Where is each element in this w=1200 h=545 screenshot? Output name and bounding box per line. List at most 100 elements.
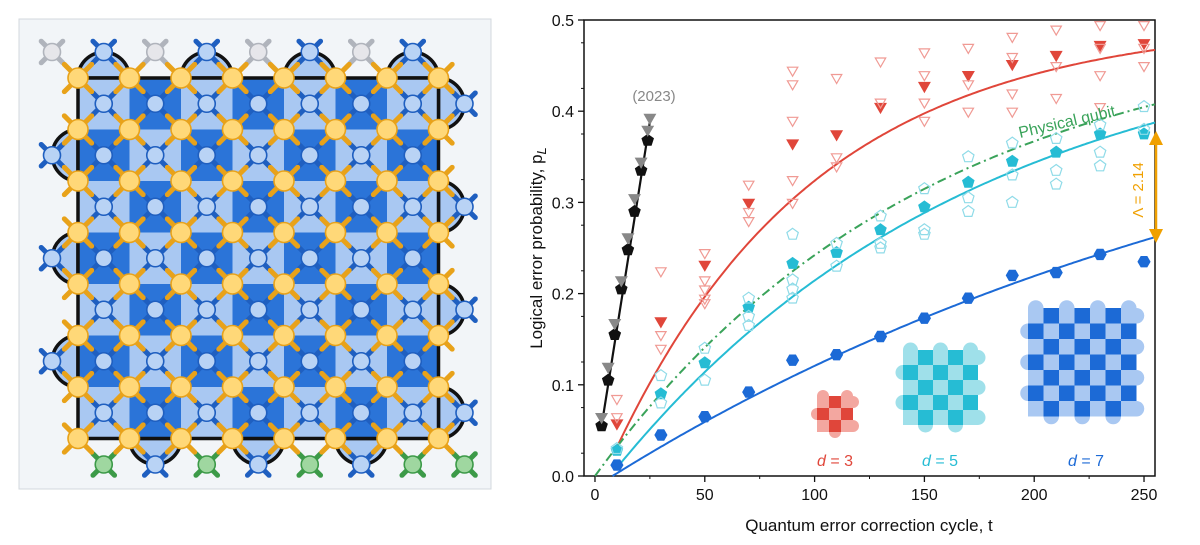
legend-patch-bump [811,408,817,420]
legend-patch-cell [948,365,963,380]
data-markers [595,21,1151,471]
data-qubit [113,422,146,455]
measure-qubit [399,347,427,375]
data-qubit [216,61,249,95]
data-point [1049,177,1063,190]
data-point [786,80,799,91]
x-tick-label: 100 [801,487,828,504]
legend-patch-cell [918,395,933,410]
legend-patch-cell [1028,370,1044,386]
data-point [698,373,712,386]
data-point [1093,118,1107,131]
qubit-dot [300,248,320,268]
qubit-dot [351,42,371,62]
data-point [786,176,799,187]
qubit-dot [324,376,347,398]
legend-patch-cell [1043,385,1059,401]
qubit-dot [351,248,371,268]
qubit-dot [170,427,192,450]
qubit-dot [248,455,268,474]
qubit-dot [300,455,320,474]
qubit-dot [42,42,62,62]
legend-patch-d7 [1020,300,1145,425]
leakage-qubit [90,451,118,478]
measure-qubit [296,347,324,375]
data-point [1049,25,1063,37]
qubit-dot [351,455,371,474]
data-point [830,162,843,174]
legend-patch-cell [1121,339,1137,355]
data-qubit [61,422,95,455]
data-point [1049,93,1063,105]
data-point [786,354,800,366]
qubit-dot [197,145,217,165]
qubit-dot [300,300,320,320]
qubit-dot [273,427,295,450]
measure-qubit [244,90,272,118]
data-point [654,396,668,409]
qubit-dot [403,351,423,371]
measure-qubit [193,244,221,272]
data-point [1049,131,1063,144]
legend-patch-cell [963,410,978,425]
legend-patch-cell [948,410,963,425]
data-qubit [164,370,198,404]
legend-patch-cell [1059,385,1075,401]
qubit-dot [376,324,398,347]
measure-qubit [90,296,118,324]
x-tick-label: 250 [1131,487,1158,504]
legend-patch-cell [1028,339,1044,355]
qubit-dot [273,67,295,89]
legend-patch-bump [829,432,841,438]
data-point [1093,159,1107,172]
data-qubit [319,422,352,455]
data-point [1093,21,1107,32]
data-point [643,113,657,126]
data-point [698,411,712,423]
measure-qubit [244,193,272,221]
qubit-dot [67,221,89,244]
data-point [830,236,844,249]
data-point [961,292,975,304]
legend-patch-cell [963,365,978,380]
qubit-dot [455,300,474,320]
data-point [918,71,931,82]
legend-patch-cell [1121,385,1137,401]
legend-patch-cell [1105,370,1121,386]
data-qubit [216,370,249,404]
data-point [961,191,975,204]
qubit-dot [403,94,423,114]
fit-curve [616,121,1156,469]
data-point [786,227,800,240]
logical-error-chart: 0 50 100 150 200 250 0.0 0.1 0.2 0.3 0.4 0.5 Quantu… [527,13,1163,535]
measure-qubit [141,193,169,221]
legend-patch-cell [948,395,963,410]
data-qubit [422,216,455,249]
data-qubit [267,267,301,301]
legend-patch-cell [918,380,933,395]
legend-patch-cell [903,350,918,365]
legend-patch-cell [829,396,841,408]
legend-patch-cell [829,420,841,432]
qubit-dot [42,248,62,268]
data-point [962,175,975,188]
data-point [918,48,931,60]
data-point [830,73,843,85]
qubit-dot [300,145,320,165]
data-qubit [61,113,95,146]
measure-qubit [296,193,324,221]
qubit-dot [324,67,347,89]
legend-patch-cell [1028,354,1044,370]
qubit-dot [273,221,295,244]
x-tick-label: 0 [591,487,600,504]
legend-patch-bump [841,390,853,396]
data-point [874,236,887,249]
qubit-dot [427,427,450,450]
data-point [641,125,655,137]
data-point [742,207,755,219]
data-point [917,181,931,195]
legend-patch-bump [948,425,963,433]
measure-qubit [347,244,375,272]
data-point [917,312,931,324]
